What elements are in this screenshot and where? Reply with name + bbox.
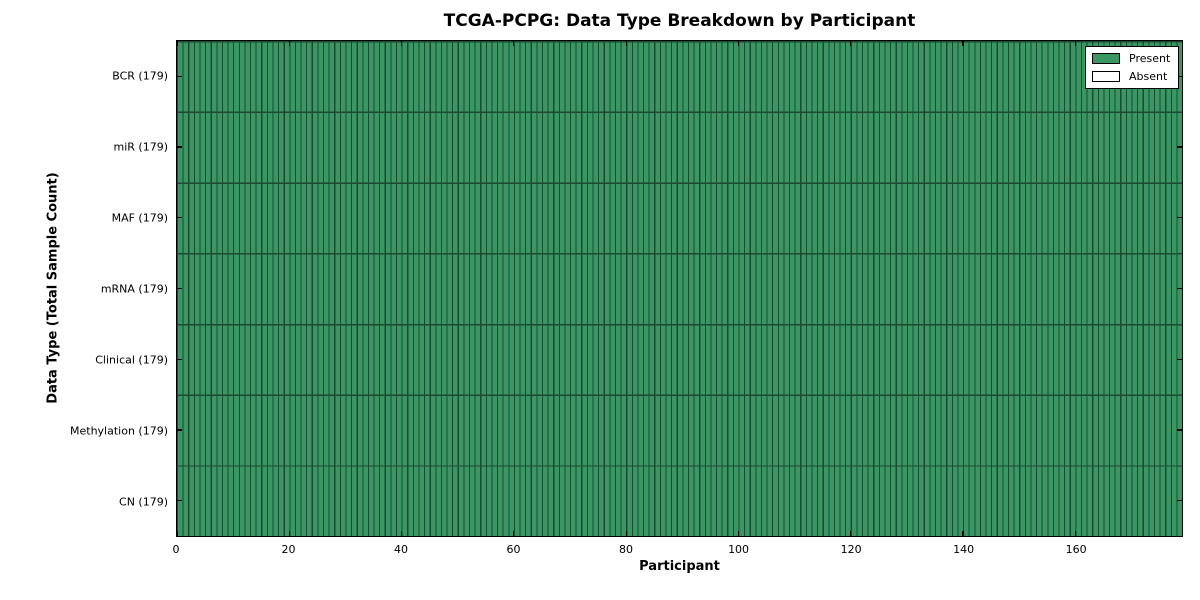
y-axis-tick-mark [1177,217,1182,219]
legend-label: Absent [1129,70,1168,83]
x-tick-label: 140 [953,543,975,556]
y-axis-tick-mark [1177,500,1182,502]
x-tick-label: 0 [172,543,180,556]
x-tick-label: 20 [281,543,296,556]
y-tick-label-mrna: mRNA (179) [100,282,168,295]
x-tick-label: 60 [506,543,521,556]
x-axis-tick-mark [625,531,627,536]
x-tick-label: 100 [728,543,750,556]
y-axis-tick-mark [177,358,182,360]
y-axis-tick-labels: BCR (179) miR (179) MAF (179) mRNA (179)… [0,40,168,537]
x-axis-tick-mark [513,41,515,46]
y-tick-label-maf: MAF (179) [111,211,168,224]
legend-entry-present: Present [1092,52,1172,65]
plot-area [176,40,1183,537]
y-axis-label: Data Type (Total Sample Count) [45,172,61,404]
x-axis-tick-mark [513,531,515,536]
x-axis-label: Participant [639,559,720,574]
legend: Present Absent [1085,46,1179,89]
y-axis-tick-mark [1177,146,1182,148]
y-tick-label-methylation: Methylation (179) [70,424,168,437]
y-tick-label-mir: miR (179) [113,140,169,153]
y-axis-tick-mark [177,287,182,290]
y-tick-label-cn: CN (179) [119,495,168,508]
chart-title: TCGA-PCPG: Data Type Breakdown by Partic… [443,11,916,31]
present-swatch-icon [1092,53,1120,64]
x-axis-tick-mark [288,531,290,536]
y-axis-tick-mark [1177,75,1182,77]
legend-label: Present [1129,52,1171,65]
y-axis-tick-mark [1177,429,1182,431]
x-axis-tick-mark [737,531,740,536]
absent-swatch-icon [1092,71,1120,82]
x-axis-tick-mark [850,531,852,536]
x-axis-tick-mark [400,531,403,536]
x-axis-tick-mark [176,531,178,536]
y-tick-label-bcr: BCR (179) [112,69,168,82]
x-axis-tick-mark [962,41,964,46]
y-axis-tick-mark [177,500,182,502]
y-axis-tick-mark [1177,358,1182,360]
x-tick-label: 40 [394,543,409,556]
x-axis-tick-mark [400,41,403,46]
x-axis-tick-mark [176,41,178,46]
x-tick-label: 120 [840,543,862,556]
y-axis-tick-mark [177,217,182,219]
x-axis-tick-mark [962,531,964,536]
x-axis-tick-mark [288,41,290,46]
x-axis-tick-mark [1074,531,1076,536]
y-axis-tick-mark [1177,287,1182,290]
x-axis-tick-labels: 0 20 40 60 80 100 120 140 160 [172,543,1183,559]
legend-entry-absent: Absent [1092,70,1172,83]
x-axis-tick-mark [625,41,627,46]
x-tick-label: 80 [619,543,634,556]
y-axis-tick-mark [177,75,182,77]
y-axis-tick-mark [177,146,182,148]
y-tick-label-clinical: Clinical (179) [95,353,168,366]
x-axis-tick-mark [1074,41,1076,46]
x-axis-tick-mark [737,41,740,46]
x-axis-tick-mark [850,41,852,46]
x-tick-label: 160 [1065,543,1087,556]
y-axis-tick-mark [177,429,182,431]
